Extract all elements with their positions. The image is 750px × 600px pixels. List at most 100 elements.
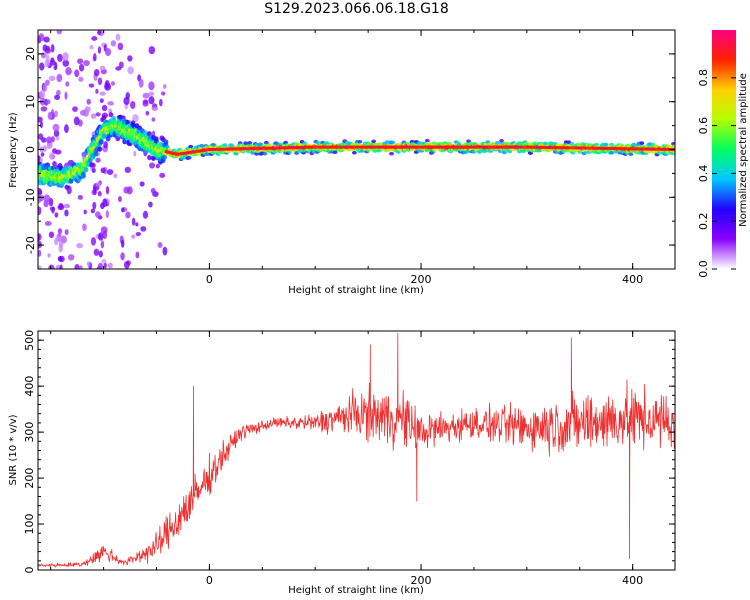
spectral-point <box>93 53 97 62</box>
spectral-point <box>64 124 69 134</box>
colorbar-tick-label: 0.0 <box>697 260 710 278</box>
spectral-point <box>64 91 68 100</box>
spectral-point <box>569 141 575 146</box>
spectral-point <box>138 78 144 88</box>
spectral-point <box>38 206 42 216</box>
spectral-point <box>151 117 156 122</box>
spectral-point <box>142 130 148 136</box>
spectral-point <box>53 129 60 138</box>
spectral-point <box>199 143 205 148</box>
spectral-point <box>125 119 130 126</box>
spectral-point <box>118 196 122 203</box>
spectral-point <box>140 226 147 232</box>
spectral-point <box>296 149 302 154</box>
spectral-point <box>93 68 100 77</box>
spectral-point <box>58 232 62 238</box>
snr-y-tick-label: 500 <box>23 330 36 351</box>
spectrogram-y-tick-label: -20 <box>24 236 37 254</box>
spectral-point <box>302 141 308 146</box>
spectral-point <box>82 223 87 232</box>
spectral-point <box>64 184 70 190</box>
spectrogram-x-tick-label: 400 <box>622 273 643 286</box>
spectral-point <box>371 139 377 144</box>
spectral-point <box>121 207 125 213</box>
spectral-point <box>38 265 42 269</box>
spectral-point <box>104 83 112 91</box>
spectral-point <box>38 141 41 151</box>
spectral-point <box>158 98 163 107</box>
spectral-point <box>102 230 108 240</box>
spectral-point <box>113 173 118 179</box>
spectral-point <box>44 59 51 68</box>
spectral-point <box>48 75 56 81</box>
spectral-point <box>389 151 394 156</box>
spectral-point <box>125 211 131 219</box>
spectral-point <box>97 262 104 269</box>
spectral-point <box>107 262 113 269</box>
spectral-point <box>91 167 96 174</box>
spectral-point <box>65 81 70 87</box>
spectral-point <box>40 152 45 157</box>
snr-y-tick-label: 400 <box>23 376 36 397</box>
spectral-point <box>73 116 80 126</box>
spectral-point <box>151 106 158 111</box>
spectral-point <box>45 99 51 105</box>
spectral-point <box>99 91 106 96</box>
snr-x-label: Height of straight line (km) <box>288 585 424 596</box>
spectral-point <box>38 240 43 249</box>
spectral-point <box>57 256 63 262</box>
spectral-point <box>130 100 136 110</box>
spectral-point <box>639 141 645 145</box>
spectral-point <box>120 239 125 248</box>
spectral-point <box>123 186 130 194</box>
snr-y-tick-label: 100 <box>23 514 36 535</box>
spectral-point <box>95 182 102 187</box>
spectral-point <box>135 222 139 227</box>
spectral-point <box>89 162 95 168</box>
spectral-point <box>159 172 166 178</box>
spectral-point <box>57 53 63 62</box>
spectral-point <box>79 265 83 269</box>
snr-x-tick-label: 400 <box>622 574 643 587</box>
spectral-point <box>117 42 124 51</box>
spectral-point <box>38 190 43 195</box>
spectrogram-y-tick-label: 10 <box>24 95 37 109</box>
spectral-point <box>263 140 269 145</box>
spectral-point <box>396 150 401 154</box>
spectral-point <box>50 44 55 53</box>
spectral-point <box>106 169 114 175</box>
spectral-point <box>150 188 156 194</box>
spectral-point <box>94 211 101 218</box>
spectral-point <box>506 141 511 146</box>
spectral-point <box>38 62 45 71</box>
spectral-point <box>135 251 140 259</box>
snr-x-tick-label: 0 <box>206 574 213 587</box>
spectral-point <box>222 143 228 147</box>
spectral-point <box>499 138 504 143</box>
spectral-point <box>63 203 71 209</box>
spectral-point <box>148 201 153 208</box>
colorbar-axis: 0.0 0.2 0.4 0.6 0.8 <box>697 69 736 278</box>
spectral-point <box>79 109 86 116</box>
spectral-point <box>250 151 255 155</box>
spectral-point <box>151 130 156 137</box>
spectral-point <box>456 142 462 147</box>
spectral-point <box>124 166 131 174</box>
spectrogram-x-label: Height of straight line (km) <box>288 285 424 296</box>
spectral-point <box>74 69 80 78</box>
spectral-point <box>99 65 106 71</box>
colorbar <box>712 30 736 269</box>
spectral-point <box>38 33 45 42</box>
spectral-point <box>52 161 57 167</box>
spectral-point <box>164 145 170 149</box>
spectral-point <box>57 228 63 235</box>
spectral-point <box>52 123 60 132</box>
spectral-point <box>46 136 53 144</box>
spectral-point <box>49 59 56 66</box>
spectral-point <box>62 52 69 62</box>
spectral-point <box>110 40 117 47</box>
spectral-point <box>160 91 166 96</box>
spectral-point <box>90 113 97 119</box>
spectral-point <box>54 212 59 218</box>
spectral-point <box>351 150 357 155</box>
